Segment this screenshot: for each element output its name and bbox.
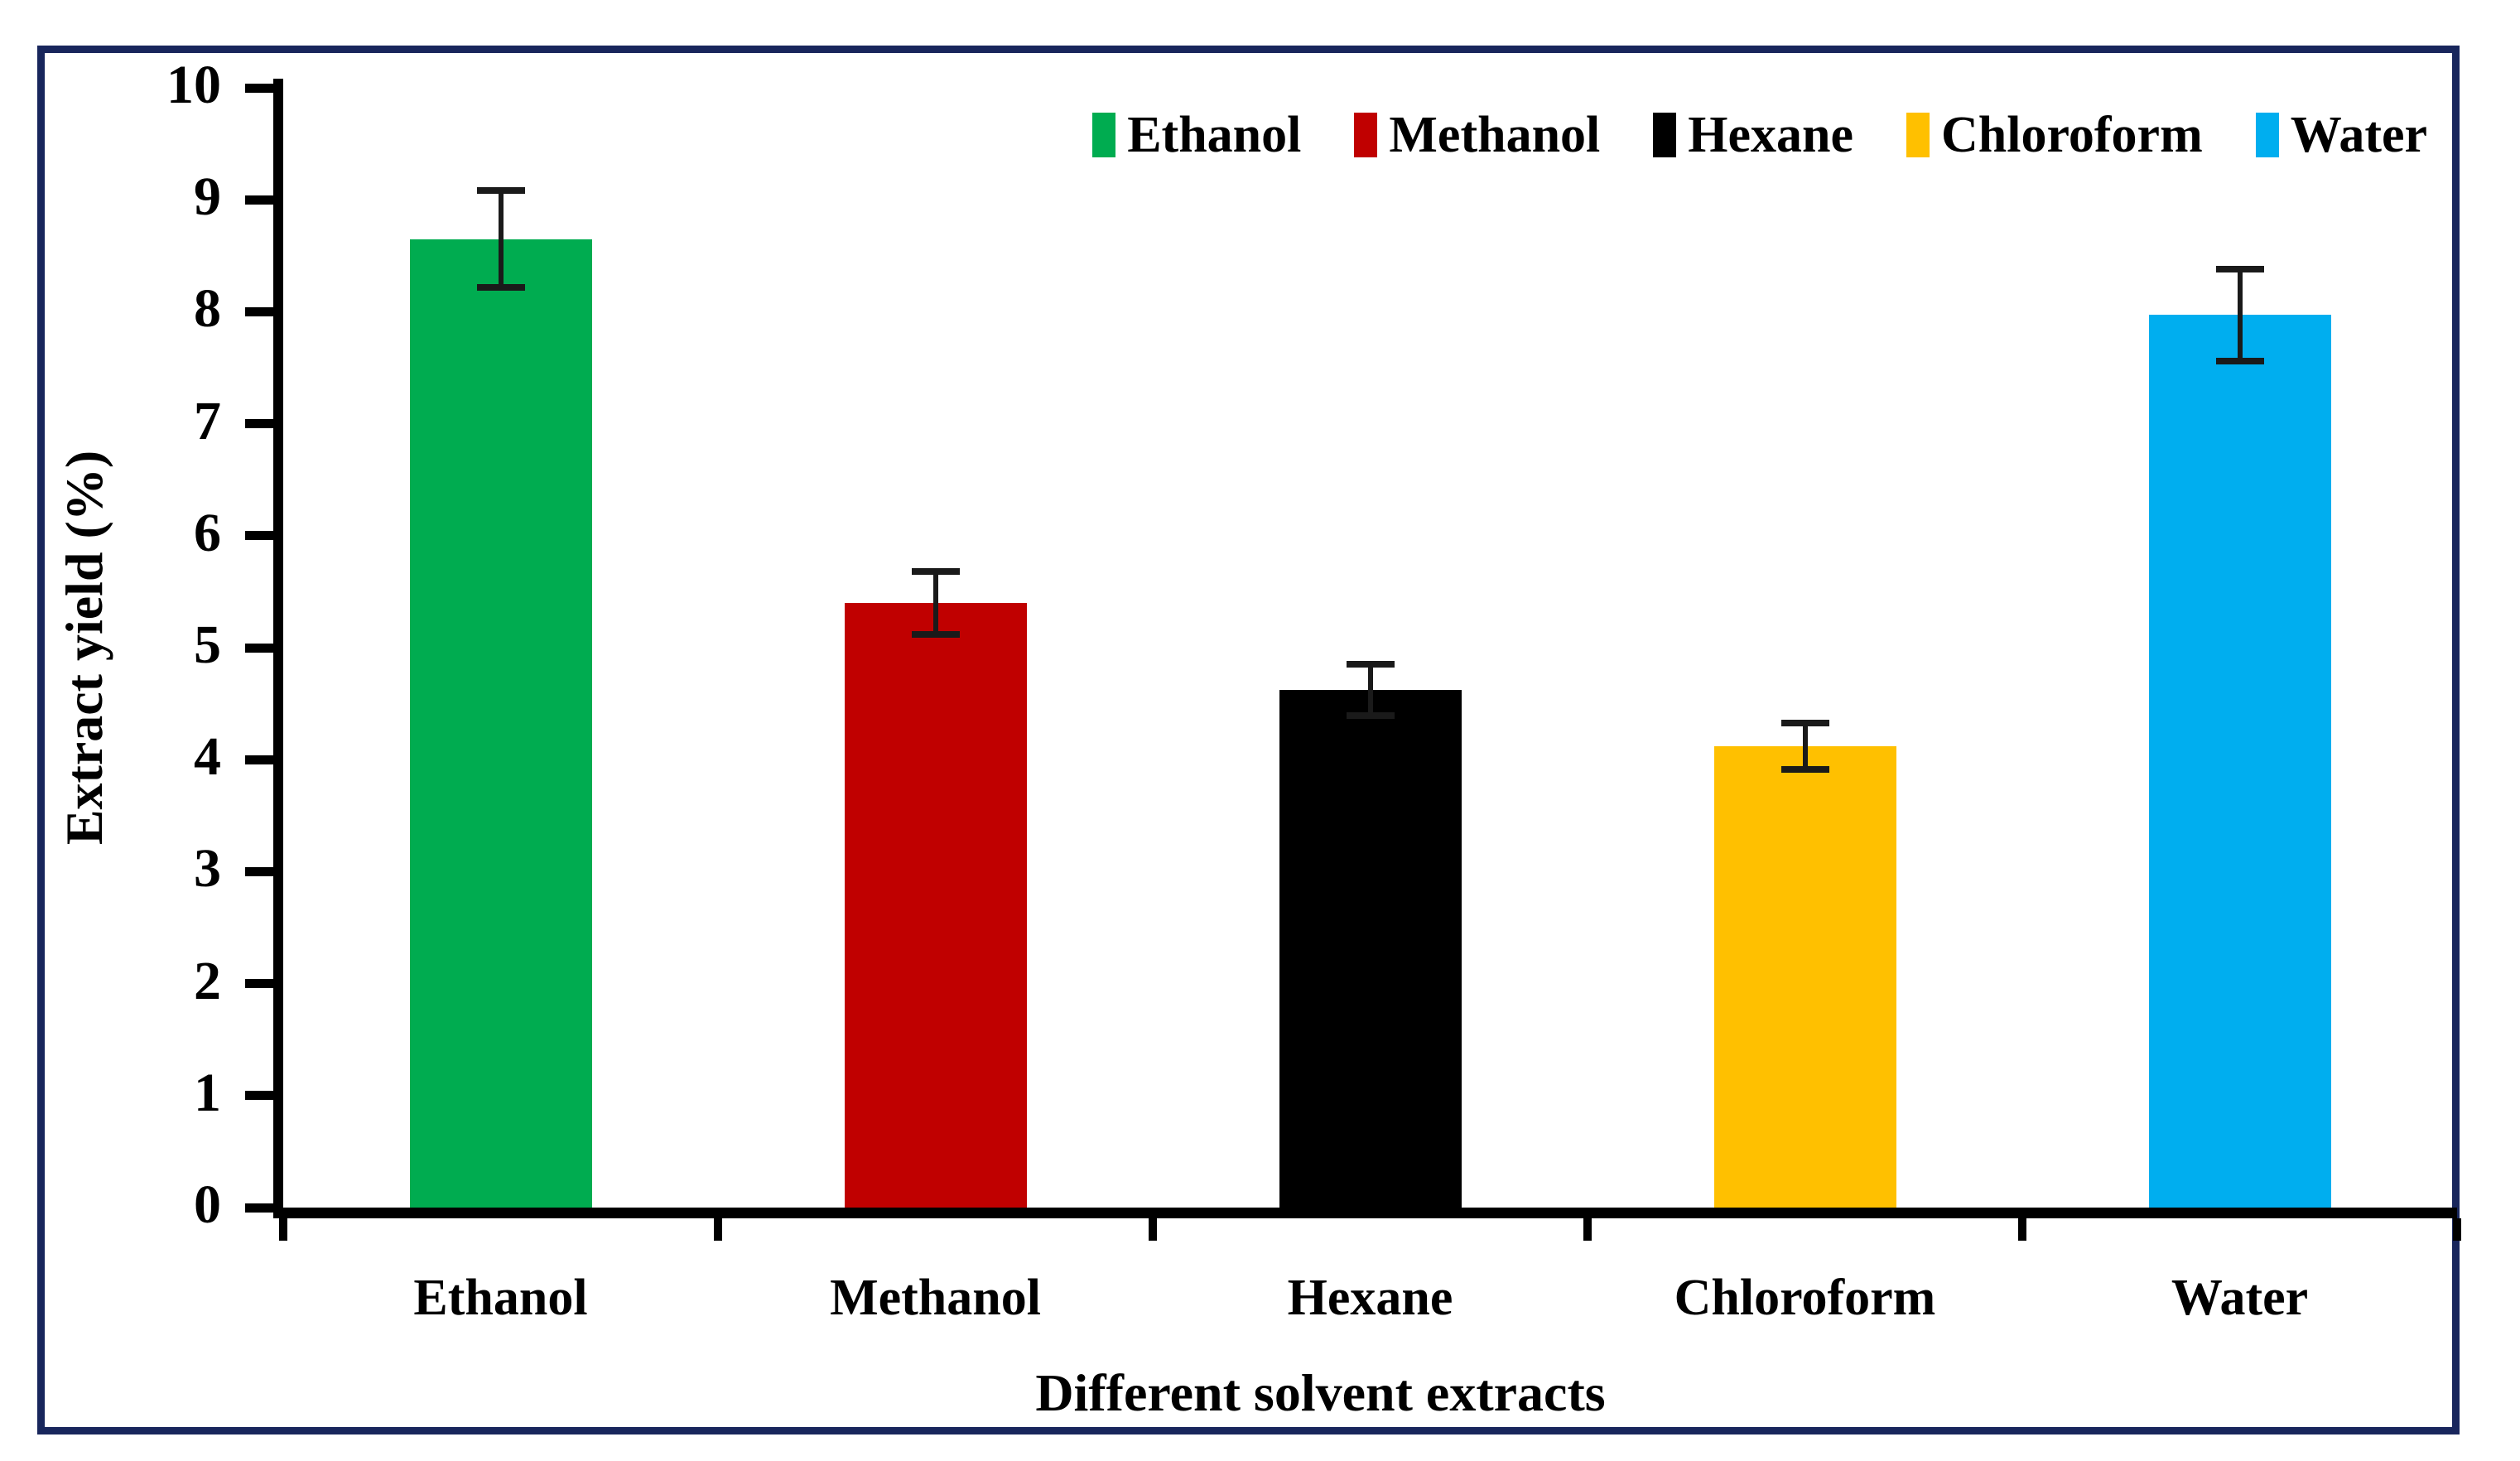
- x-axis-tick: [279, 1218, 287, 1241]
- y-axis-tick: [245, 979, 273, 989]
- error-bar-ethanol: [498, 190, 504, 287]
- legend-label: Water: [2290, 107, 2427, 163]
- x-axis-category-label: Water: [2171, 1270, 2309, 1326]
- y-axis-tick-label: 7: [194, 390, 221, 451]
- bar-methanol: [844, 602, 1027, 1208]
- error-bar-cap-top: [911, 568, 960, 576]
- y-axis-tick: [245, 306, 273, 316]
- legend-label: Methanol: [1389, 107, 1601, 163]
- legend-item-chloroform: Chloroform: [1906, 109, 2203, 161]
- error-bar-methanol: [932, 571, 938, 634]
- y-axis-tick: [245, 419, 273, 429]
- legend-item-ethanol: Ethanol: [1092, 109, 1301, 161]
- y-axis-tick: [245, 195, 273, 205]
- y-axis-tick: [245, 1091, 273, 1101]
- bar-ethanol: [409, 239, 592, 1208]
- error-bar-chloroform: [1802, 722, 1808, 770]
- y-axis-tick-label: 0: [194, 1174, 221, 1235]
- error-bar-cap-top: [1346, 661, 1395, 668]
- figure-frame: Ethanol Methanol Hexane Chloroform Water Ext…: [37, 46, 2461, 1434]
- x-axis-category-label: Hexane: [1287, 1270, 1453, 1326]
- legend-label: Ethanol: [1127, 107, 1302, 163]
- bar-chart: Ethanol Methanol Hexane Chloroform Water Ext…: [45, 53, 2461, 1427]
- error-bar-cap-bottom: [1346, 712, 1395, 720]
- y-axis-tick-label: 1: [194, 1062, 221, 1123]
- x-axis-category-label: Ethanol: [413, 1270, 588, 1326]
- legend-swatch-icon: [1653, 113, 1677, 157]
- error-bar-cap-bottom: [911, 630, 960, 638]
- error-bar-cap-bottom: [476, 283, 525, 291]
- bar-water: [2148, 315, 2331, 1208]
- error-bar-cap-top: [476, 187, 525, 195]
- y-axis-tick: [245, 643, 273, 653]
- error-bar-cap-bottom: [1780, 766, 1829, 774]
- legend-item-methanol: Methanol: [1354, 109, 1600, 161]
- y-axis-tick-label: 6: [194, 502, 221, 563]
- x-axis-tick: [714, 1218, 722, 1241]
- y-axis-tick-label: 3: [194, 838, 221, 899]
- error-bar-water: [2237, 269, 2243, 361]
- error-bar-cap-top: [2215, 266, 2264, 273]
- legend-label: Hexane: [1688, 107, 1854, 163]
- y-axis-tick-label: 10: [166, 55, 221, 115]
- y-axis-tick: [245, 531, 273, 541]
- y-axis-tick: [245, 755, 273, 764]
- plot-area: Different solvent extracts 0 1 2 3 4 5 6 7 8 9 10 E…: [166, 58, 2461, 1420]
- error-bar-cap-bottom: [2215, 357, 2264, 364]
- bar-hexane: [1279, 690, 1462, 1208]
- error-bar-cap-top: [1780, 719, 1829, 726]
- y-axis-tick-label: 9: [194, 166, 221, 228]
- x-axis-category-label: Methanol: [830, 1270, 1041, 1326]
- y-axis-tick-label: 5: [194, 615, 221, 675]
- bar-chloroform: [1713, 745, 1896, 1208]
- y-axis-tick-label: 2: [194, 950, 221, 1011]
- x-axis-title: Different solvent extracts: [1035, 1363, 1606, 1422]
- legend-swatch-icon: [1354, 113, 1378, 157]
- x-axis-category-label: Chloroform: [1674, 1270, 1936, 1326]
- x-axis-tick: [2453, 1218, 2461, 1241]
- legend-item-water: Water: [2255, 107, 2427, 163]
- error-bar-hexane: [1367, 664, 1373, 716]
- x-axis-tick: [1583, 1218, 1592, 1241]
- y-axis-tick: [245, 1203, 273, 1213]
- legend-swatch-icon: [1092, 113, 1116, 157]
- legend-item-hexane: Hexane: [1653, 109, 1853, 161]
- x-axis-tick: [2018, 1218, 2026, 1241]
- legend-swatch-icon: [1906, 113, 1930, 157]
- legend-swatch-icon: [2255, 113, 2279, 157]
- y-axis-tick: [245, 83, 273, 93]
- y-axis-tick: [245, 866, 273, 876]
- legend-label: Chloroform: [1941, 107, 2203, 163]
- y-axis-tick-label: 4: [194, 726, 221, 788]
- legend: Ethanol Methanol Hexane Chloroform Water: [1092, 109, 2427, 161]
- x-axis-tick: [1149, 1218, 1157, 1241]
- y-axis-tick-label: 8: [194, 278, 221, 340]
